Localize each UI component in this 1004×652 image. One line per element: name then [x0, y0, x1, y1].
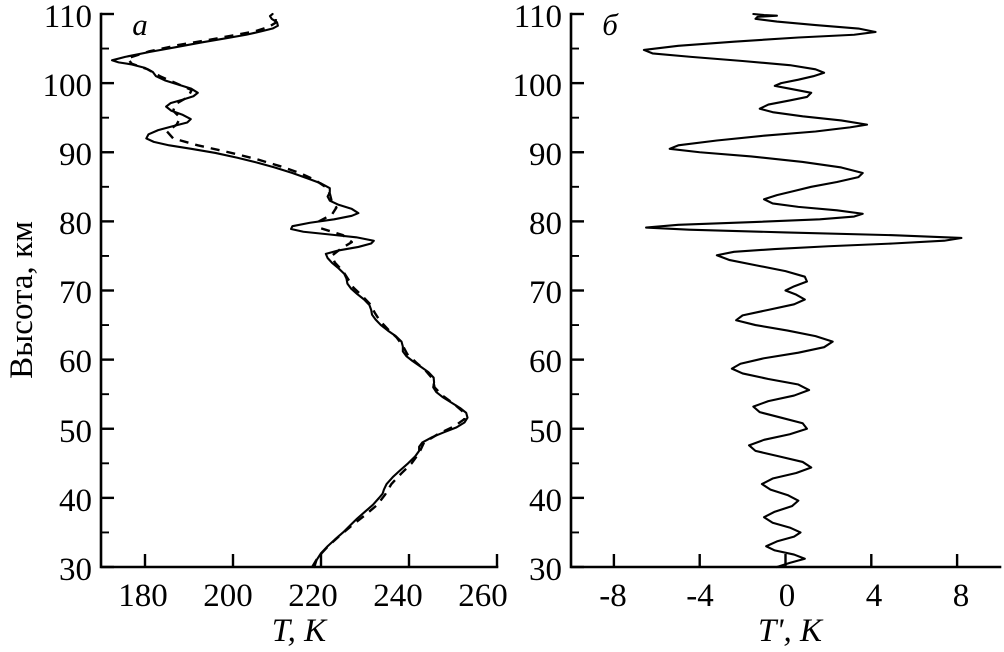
x-tick-label: 260	[458, 578, 508, 614]
series-temperature-perturbation	[642, 12, 963, 569]
x-tick-label: 240	[373, 578, 423, 614]
series-measured-temperature	[110, 12, 469, 569]
y-tick-label: 60	[59, 344, 92, 380]
y-tick-label: 70	[59, 275, 92, 311]
y-tick-label: 90	[529, 137, 562, 173]
y-tick-label: 80	[59, 206, 92, 242]
y-tick-label: 80	[529, 206, 562, 242]
y-tick-label: 50	[59, 414, 92, 450]
panel-a-y-ticks	[101, 12, 114, 569]
y-tick-label: 60	[529, 344, 562, 380]
x-tick-label: 220	[288, 578, 338, 614]
y-axis-title: Высота, км	[4, 221, 40, 379]
y-tick-label: 50	[529, 414, 562, 450]
x-tick-label: 4	[866, 578, 883, 614]
panel-b-x-tick-labels: -8 -4 0 4 8	[599, 578, 969, 614]
y-tick-label: 100	[43, 68, 93, 104]
panel-a-x-ticks	[143, 554, 499, 567]
x-tick-label: 180	[118, 578, 168, 614]
y-tick-label: 70	[529, 275, 562, 311]
x-tick-label: -8	[599, 578, 627, 614]
y-tick-label: 90	[59, 137, 92, 173]
x-tick-label: 8	[953, 578, 970, 614]
panel-a-x-tick-labels: 180 200 220 240 260	[118, 578, 508, 614]
y-tick-label: 40	[529, 483, 562, 519]
x-tick-label: 200	[203, 578, 253, 614]
panel-a: 110 100 90 80 70 60 50 40 30 180 200 220…	[4, 0, 508, 649]
panel-b-y-ticks	[571, 12, 584, 569]
panel-b: 110 100 90 80 70 60 50 40 30 -8 -4 0 4 8…	[513, 0, 1002, 649]
panel-label-b: б	[602, 7, 619, 42]
series-smoothed-model-temperature	[126, 13, 466, 568]
y-tick-label: 30	[529, 552, 562, 588]
x-axis-title-left: T, K	[272, 613, 328, 649]
x-tick-label: 0	[779, 578, 796, 614]
x-axis-title-right: T', K	[758, 613, 824, 649]
y-tick-label: 30	[59, 552, 92, 588]
panel-a-axis-lines	[99, 12, 499, 569]
panel-a-y-tick-labels: 110 100 90 80 70 60 50 40 30	[43, 0, 93, 588]
y-tick-label: 110	[44, 0, 92, 35]
y-tick-label: 40	[59, 483, 92, 519]
panel-b-y-tick-labels: 110 100 90 80 70 60 50 40 30	[513, 0, 563, 588]
panel-label-a: а	[132, 7, 148, 42]
y-tick-label: 100	[513, 68, 563, 104]
x-tick-label: -4	[686, 578, 714, 614]
y-tick-label: 110	[514, 0, 562, 35]
